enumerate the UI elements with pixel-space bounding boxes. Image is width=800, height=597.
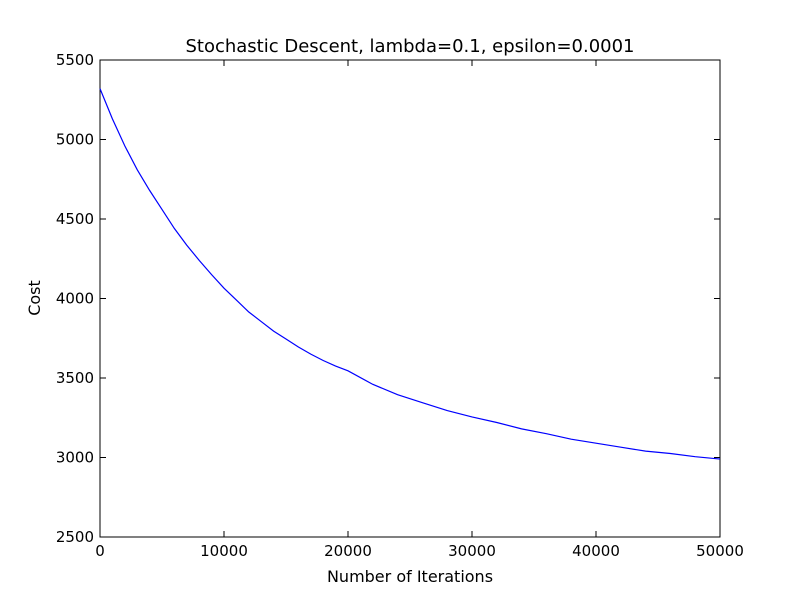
- y-tick-label: 3500: [56, 369, 94, 387]
- x-tick-label: 50000: [696, 542, 744, 560]
- y-axis-label: Cost: [25, 280, 44, 316]
- chart-title: Stochastic Descent, lambda=0.1, epsilon=…: [185, 36, 634, 57]
- axis-ticks: [99, 59, 721, 538]
- x-tick-label: 30000: [448, 542, 496, 560]
- x-tick-label: 40000: [572, 542, 620, 560]
- y-tick-label: 4500: [56, 210, 94, 228]
- x-tick-label: 0: [95, 542, 105, 560]
- tick-labels: 0 10000 20000 30000 40000 50000 2500 3000 3500 40…: [56, 51, 744, 560]
- x-tick-label: 10000: [200, 542, 248, 560]
- y-tick-label: 5000: [56, 131, 94, 149]
- y-tick-label: 3000: [56, 449, 94, 467]
- y-tick-label: 4000: [56, 290, 94, 308]
- plot-area: [99, 59, 721, 538]
- cost-curve-line: [99, 88, 721, 460]
- y-tick-label: 5500: [56, 51, 94, 69]
- x-tick-label: 20000: [324, 542, 372, 560]
- y-tick-label: 2500: [56, 528, 94, 546]
- x-axis-label: Number of Iterations: [327, 567, 493, 586]
